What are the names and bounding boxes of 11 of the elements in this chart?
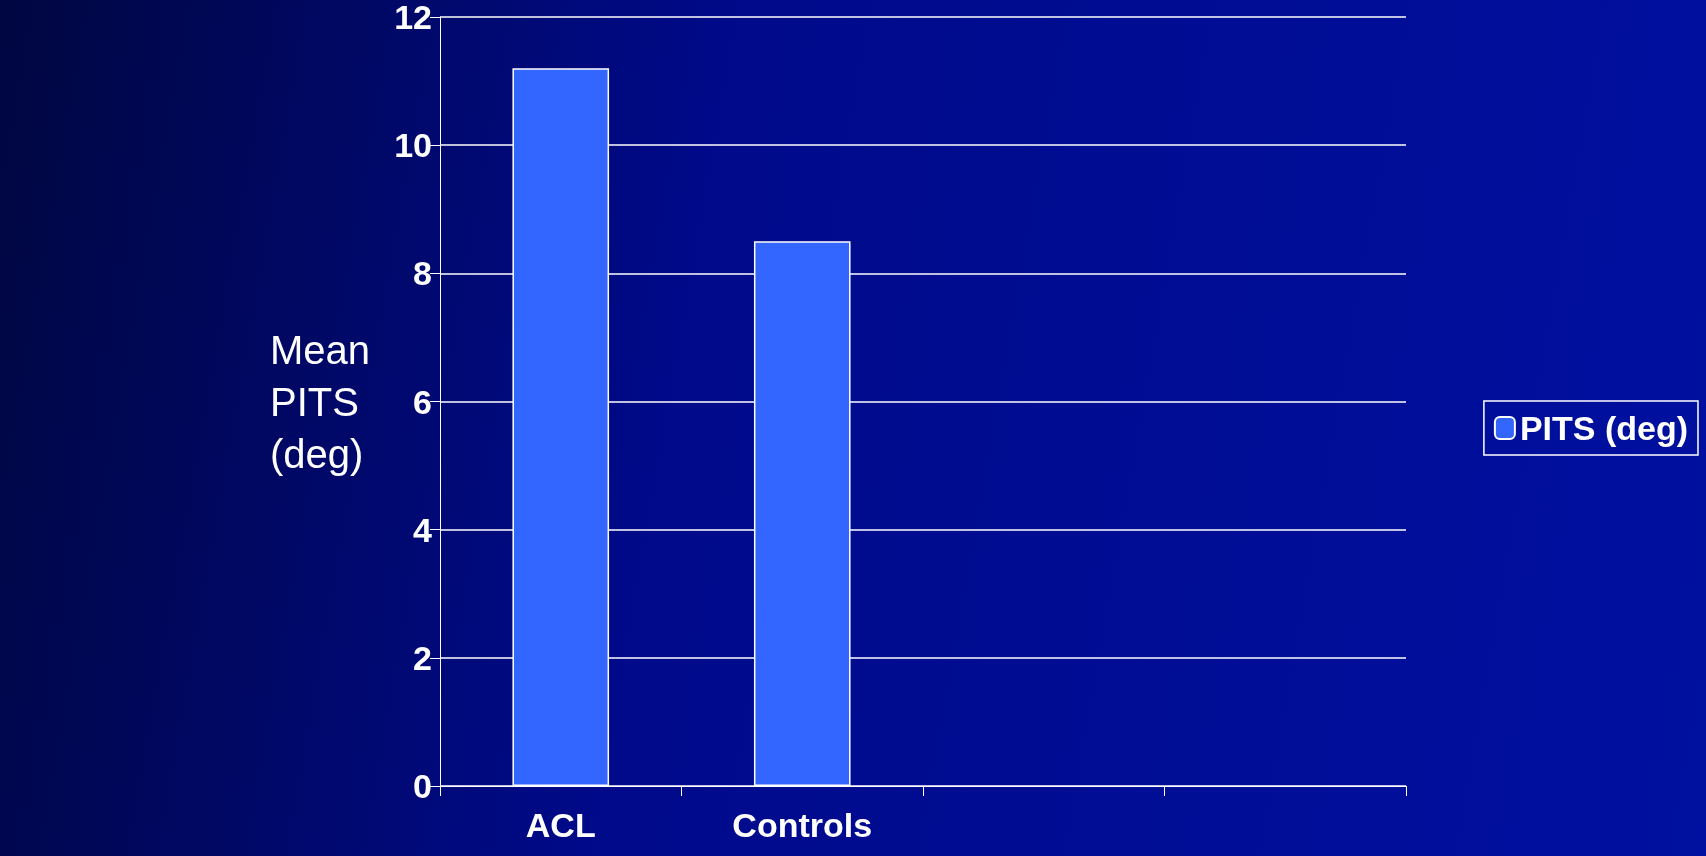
x-tick-label: ACL bbox=[525, 806, 596, 844]
legend-label: PITS (deg) bbox=[1519, 409, 1688, 447]
y-tick-label: 8 bbox=[413, 254, 432, 293]
y-tick-label: 12 bbox=[394, 0, 432, 36]
y-tick-label: 0 bbox=[413, 767, 432, 805]
y-axis-title: Mean PITS (deg) bbox=[270, 327, 371, 476]
x-tick-label: Controls bbox=[732, 806, 873, 844]
y-tick-label: 6 bbox=[413, 382, 432, 421]
y-tick-label: 2 bbox=[413, 638, 432, 677]
y-tick-label: 4 bbox=[413, 510, 433, 549]
y-tick-label: 10 bbox=[394, 126, 432, 165]
